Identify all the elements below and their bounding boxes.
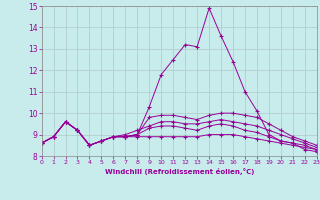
X-axis label: Windchill (Refroidissement éolien,°C): Windchill (Refroidissement éolien,°C) [105, 168, 254, 175]
